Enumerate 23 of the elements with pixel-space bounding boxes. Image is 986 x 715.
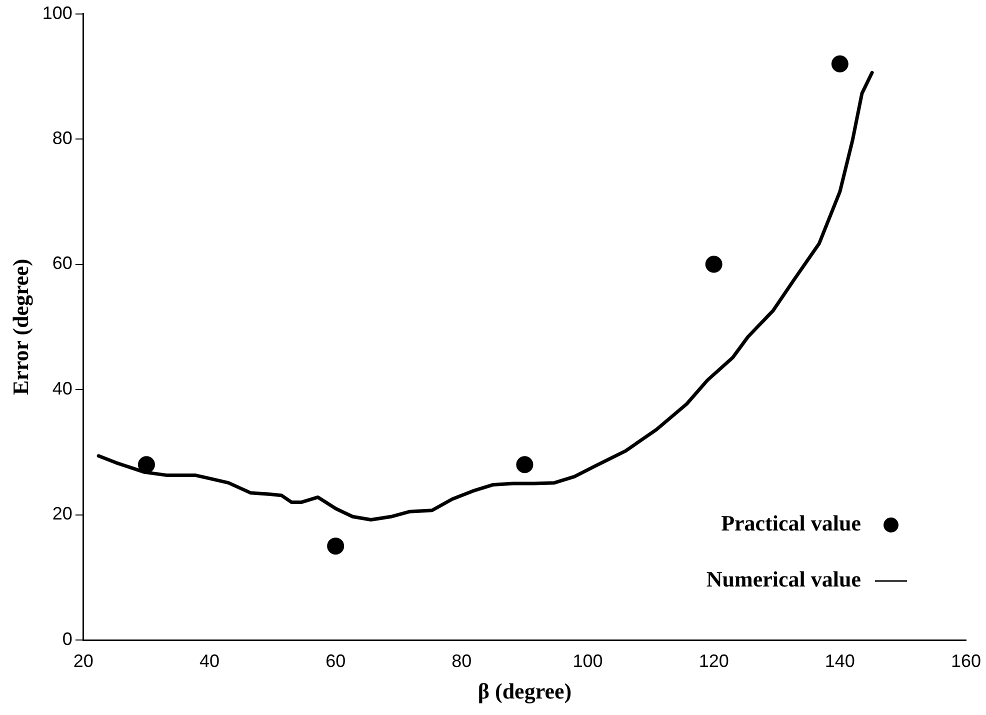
x-tick-label: 160 xyxy=(950,650,982,671)
x-axis-title: β (degree) xyxy=(478,678,572,704)
y-tick-label: 0 xyxy=(62,628,72,649)
y-tick-label: 80 xyxy=(52,128,72,148)
y-tick-label: 40 xyxy=(52,378,72,398)
point xyxy=(327,538,344,555)
legend-label: Practical value xyxy=(721,510,862,536)
y-tick-label: 100 xyxy=(42,2,72,23)
x-tick-label: 20 xyxy=(73,650,94,671)
x-tick-label: 100 xyxy=(572,650,603,671)
x-tick-label: 60 xyxy=(326,650,346,671)
point xyxy=(138,456,155,474)
point xyxy=(831,55,848,72)
x-tick-label: 40 xyxy=(200,650,220,671)
y-axis-title: Error (degree) xyxy=(8,258,33,396)
x-tick-label: 140 xyxy=(824,650,855,671)
legend-label: Numerical value xyxy=(706,566,862,592)
point xyxy=(516,456,534,474)
x-tick-label: 80 xyxy=(452,650,472,671)
point xyxy=(705,256,722,273)
y-tick-label: 20 xyxy=(52,504,72,524)
x-tick-label: 120 xyxy=(698,650,729,671)
y-tick-label: 60 xyxy=(52,253,72,274)
